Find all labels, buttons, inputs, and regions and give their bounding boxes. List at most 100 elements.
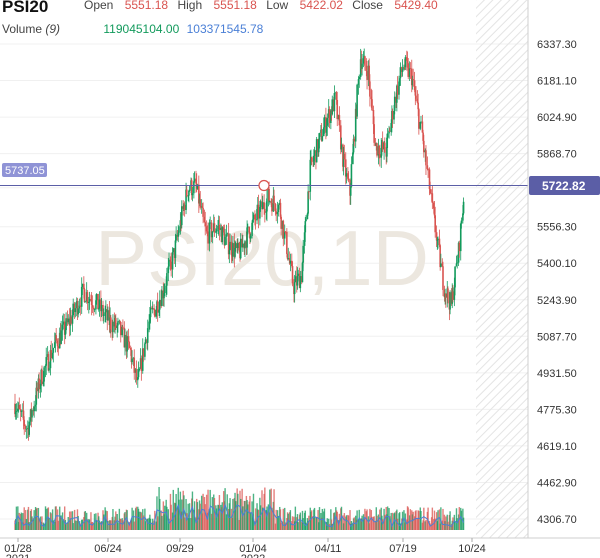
- candle-body: [289, 260, 292, 264]
- ohlc-readout: Open 5551.18 High 5551.18 Low 5422.02 Cl…: [84, 0, 438, 12]
- volume-bar: [98, 520, 101, 530]
- y-tick-label: 5243.90: [537, 295, 577, 307]
- candle-body: [354, 108, 357, 142]
- candle-body: [310, 157, 313, 162]
- candle-body: [274, 204, 277, 212]
- candle-body: [287, 258, 290, 259]
- volume-bar: [298, 514, 301, 530]
- candle-body: [170, 261, 172, 270]
- volume-bar: [254, 508, 257, 530]
- volume-bar: [237, 493, 239, 530]
- candle-body: [221, 227, 224, 243]
- volume-bar: [230, 508, 233, 530]
- candle-body: [41, 369, 43, 385]
- candle-body: [388, 130, 390, 134]
- volume-bar: [190, 518, 192, 530]
- candle-body: [423, 140, 425, 153]
- volume-bar: [231, 517, 233, 530]
- candle-body: [67, 318, 70, 323]
- volume-bar: [17, 506, 19, 530]
- candle-body: [50, 350, 52, 359]
- candle-body: [23, 419, 26, 427]
- volume-bar: [328, 523, 331, 530]
- volume-bar: [234, 492, 236, 530]
- candle-body: [283, 231, 286, 239]
- volume-bar: [421, 522, 424, 530]
- candle-body: [241, 238, 243, 248]
- volume-bar: [137, 506, 139, 530]
- volume-bar: [441, 520, 443, 530]
- volume-bar: [249, 512, 252, 530]
- candle-body: [293, 282, 296, 295]
- volume-bar: [76, 520, 78, 530]
- volume-bar: [454, 521, 456, 530]
- volume-bar: [88, 519, 91, 530]
- candle-body: [88, 298, 91, 302]
- volume-bar: [408, 515, 411, 530]
- volume-bar: [59, 506, 61, 530]
- volume-bar: [437, 510, 439, 530]
- volume-readout: Volume (9) 119045104.00 103371545.78: [2, 22, 263, 36]
- volume-bar: [449, 511, 451, 530]
- candle-body: [93, 309, 96, 311]
- volume-bar: [315, 517, 318, 530]
- volume-bar: [356, 510, 358, 530]
- candle-body: [301, 262, 304, 283]
- volume-bar: [104, 507, 106, 530]
- volume-bar: [386, 506, 389, 530]
- candle-body: [425, 150, 427, 166]
- volume-bar: [72, 523, 74, 530]
- volume-bar: [151, 522, 153, 530]
- candle-body: [437, 238, 439, 241]
- volume-bar: [456, 518, 458, 530]
- candle-body: [436, 240, 439, 241]
- candle-body: [226, 233, 229, 235]
- volume-bar: [291, 521, 293, 530]
- candle-body: [251, 222, 253, 236]
- candle-body: [406, 60, 409, 64]
- candle-body: [90, 298, 92, 301]
- candle-body: [330, 110, 332, 123]
- volume-bar: [179, 491, 182, 530]
- volume-bar: [462, 517, 465, 530]
- candle-body: [204, 222, 207, 227]
- volume-bar: [178, 499, 180, 530]
- volume-bar: [43, 523, 45, 530]
- volume-bar: [431, 507, 434, 530]
- candle-body: [104, 312, 106, 315]
- volume-bar: [447, 521, 449, 530]
- y-tick-label: 6337.30: [537, 39, 577, 51]
- x-tick-year-label: 2022: [241, 553, 265, 558]
- candle-body: [277, 205, 280, 213]
- candle-body: [252, 214, 255, 220]
- volume-bar: [95, 513, 97, 530]
- volume-bar: [301, 521, 303, 530]
- volume-bar: [130, 519, 133, 530]
- candle-body: [407, 63, 410, 77]
- candle-body: [131, 358, 133, 363]
- candle-body: [417, 102, 419, 110]
- volume-bar: [379, 509, 381, 530]
- candle-body: [307, 191, 309, 214]
- volume-bar: [200, 495, 203, 530]
- volume-bar: [460, 510, 463, 530]
- volume-bar: [15, 519, 17, 530]
- candle-body: [458, 242, 461, 252]
- volume-bar: [272, 501, 275, 530]
- candle-body: [378, 146, 380, 155]
- candle-body: [158, 309, 160, 313]
- candle-body: [398, 81, 400, 95]
- volume-bar: [155, 521, 157, 530]
- candle-body: [165, 285, 167, 288]
- volume-period: (9): [45, 22, 61, 36]
- volume-bar: [74, 520, 77, 530]
- candle-body: [454, 266, 456, 288]
- volume-bar: [132, 510, 135, 530]
- candle-body: [460, 220, 463, 224]
- candle-body: [107, 310, 109, 321]
- candle-body: [361, 63, 363, 69]
- volume-bar: [271, 507, 273, 530]
- volume-bar: [403, 510, 405, 530]
